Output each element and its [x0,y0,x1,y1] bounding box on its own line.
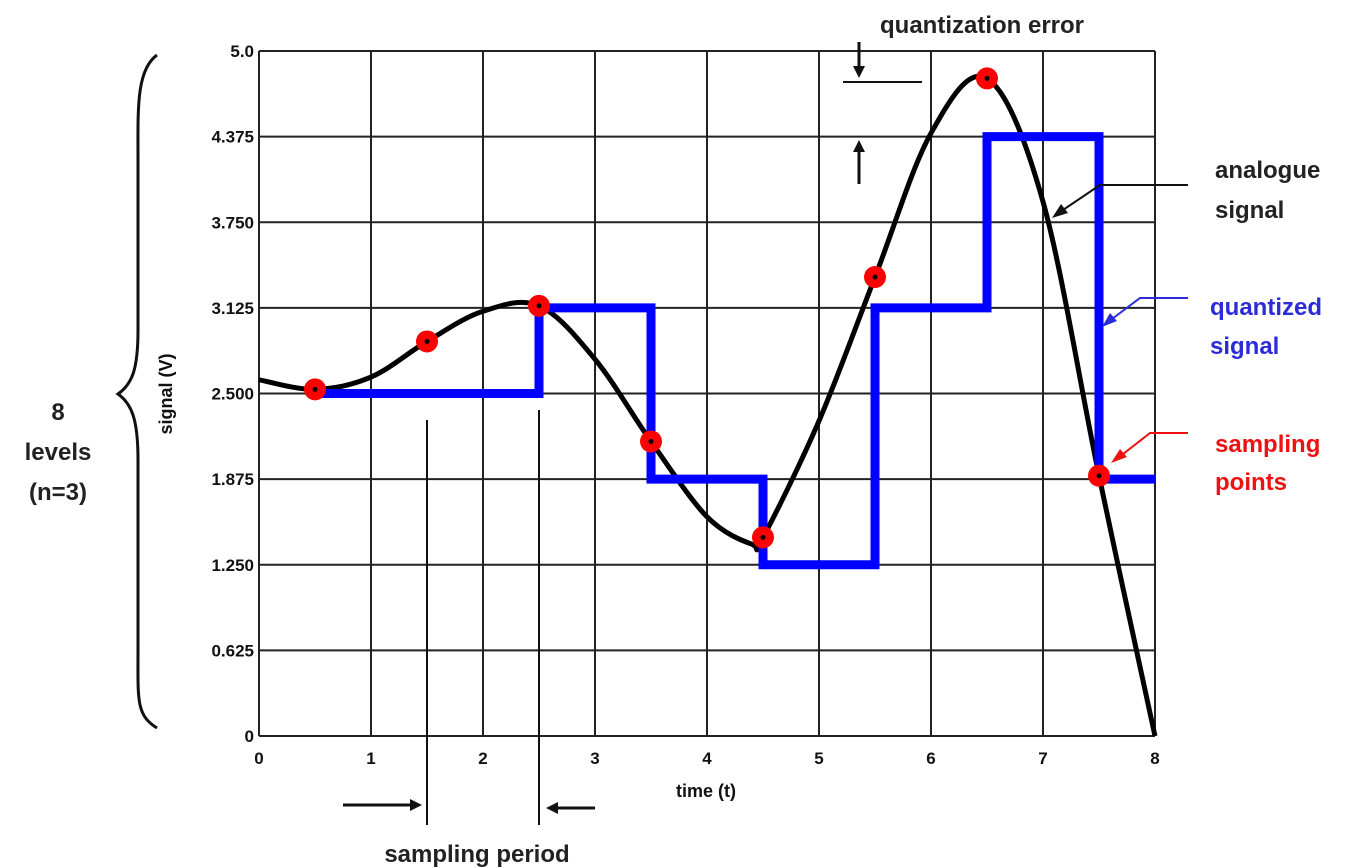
analogue-label-line2: signal [1215,197,1284,224]
sampling-point-center [760,534,766,540]
y-tick-label: 3.125 [211,299,254,318]
y-tick-label: 4.375 [211,128,254,147]
y-tick-label: 2.500 [211,385,254,404]
sampling-period-label: sampling period [384,841,569,868]
y-tick-label: 1.875 [211,470,254,489]
x-tick-label: 2 [478,749,487,768]
x-tick-label: 3 [590,749,599,768]
quantization-error-arrowhead-up [853,140,865,152]
sampling-period-arrowhead-left [546,802,558,814]
sampling-point-center [1096,473,1102,479]
sampling-point-center [536,303,542,309]
y-tick-label: 0.625 [211,641,254,660]
x-tick-label: 5 [814,749,823,768]
x-tick-label: 7 [1038,749,1047,768]
sampling-point-center [312,386,318,392]
levels-label-line2: levels [25,439,92,466]
y-tick-label: 5.0 [230,42,254,61]
sampling-point-center [424,338,430,344]
sampling-point-center [872,274,878,280]
quantization-error-arrowhead-down [853,66,865,78]
x-tick-label: 1 [366,749,375,768]
levels-label-line3: (n=3) [29,479,87,506]
x-tick-label: 4 [702,749,712,768]
quantized-signal-line [315,132,1155,570]
quantized-label-line2: signal [1210,333,1279,360]
quantization-error-label: quantization error [880,12,1084,39]
levels-label-line1: 8 [51,399,64,426]
quantized-pointer [1107,297,1188,323]
sampling-point-center [648,438,654,444]
quantized-label-line1: quantized [1210,294,1322,321]
y-tick-label: 1.250 [211,556,254,575]
sampling-period-arrowhead-right [410,799,422,811]
analogue-pointer [1059,184,1188,213]
sampling-points-layer [304,67,1110,549]
x-tick-labels: 0 1 2 3 4 5 6 7 8 [254,749,1159,768]
quantized-pointer-head [1102,313,1117,327]
analogue-pointer-head [1052,204,1068,218]
x-tick-label: 0 [254,749,263,768]
y-tick-label: 3.750 [211,213,254,232]
levels-brace [115,53,158,730]
analogue-label-line1: analogue [1215,157,1320,184]
sampling-label-line2: points [1215,469,1287,496]
x-tick-label: 6 [926,749,935,768]
sampling-pointer-head [1111,449,1127,463]
y-tick-label: 0 [245,727,254,746]
y-axis-label: signal (V) [156,353,176,434]
x-tick-label: 8 [1150,749,1159,768]
sampling-point-center [984,75,990,81]
x-axis-label: time (t) [676,781,736,801]
y-tick-labels: 0 0.625 1.250 1.875 2.500 3.125 3.750 4.375 5.0 [211,42,254,746]
sampling-pointer [1117,432,1188,459]
sampling-label-line1: sampling [1215,431,1320,458]
